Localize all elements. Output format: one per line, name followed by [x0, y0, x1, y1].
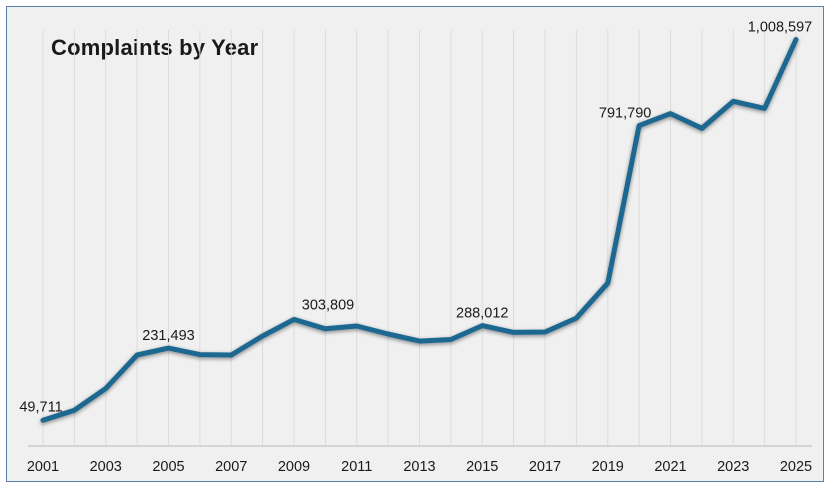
series-line: [40, 37, 799, 423]
x-tick-label: 2015: [466, 459, 498, 475]
x-tick-label: 2007: [215, 459, 247, 475]
x-tick-label: 2013: [403, 459, 435, 475]
x-tick-label: 2011: [341, 459, 372, 475]
data-label: 1,008,597: [748, 19, 813, 35]
gridlines: [42, 30, 797, 446]
x-tick-label: 2025: [780, 459, 812, 475]
chart-card: Complaints by Year: [6, 6, 824, 482]
x-tick-label: 2009: [278, 459, 310, 475]
data-labels: 49,711 231,493 303,809 288,012 791,790 1,008,…: [19, 19, 812, 415]
x-tick-label: 2003: [90, 459, 122, 475]
data-label: 288,012: [456, 306, 508, 322]
x-tick-label: 2023: [717, 459, 749, 475]
x-tick-label: 2017: [529, 459, 561, 475]
x-tick-label: 2001: [27, 459, 59, 475]
x-tick-label: 2021: [654, 459, 686, 475]
x-tick-label: 2019: [592, 459, 624, 475]
data-label: 49,711: [19, 399, 62, 415]
data-label: 303,809: [302, 297, 354, 313]
x-tick-labels: 2001 2003 2005 2007 2009 2011 2013 2015 2017 2019…: [27, 459, 812, 475]
x-tick-label: 2005: [152, 459, 184, 475]
chart-title: Complaints by Year: [51, 35, 259, 60]
data-label: 791,790: [599, 106, 651, 122]
data-label: 231,493: [142, 328, 194, 344]
